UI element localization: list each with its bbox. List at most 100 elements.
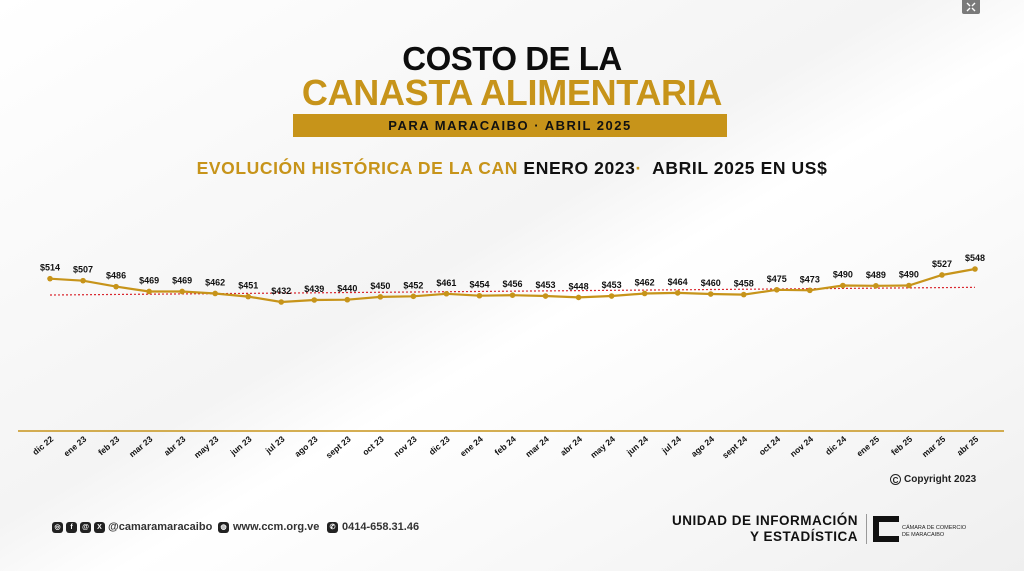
x-tick-label: feb 24 xyxy=(493,434,518,458)
data-label: $507 xyxy=(73,265,93,275)
whatsapp-icon: ✆ xyxy=(327,521,338,533)
logo-mark-icon xyxy=(873,516,899,542)
copyright-text: Copyright 2023 xyxy=(904,474,977,485)
x-tick-label: ago 24 xyxy=(689,434,716,459)
x-tick-label: jul 24 xyxy=(659,434,683,456)
x-tick-label: oct 23 xyxy=(360,434,385,458)
x-tick-label: jul 23 xyxy=(263,434,287,456)
data-label: $473 xyxy=(800,274,820,284)
data-label: $458 xyxy=(734,279,754,289)
data-label: $486 xyxy=(106,271,126,281)
unit-line1: UNIDAD DE INFORMACIÓN xyxy=(672,513,858,528)
data-point xyxy=(542,293,549,299)
data-point xyxy=(113,283,119,290)
x-icon[interactable]: X xyxy=(94,521,105,533)
data-label: $450 xyxy=(370,281,390,291)
page-title-line2: CANASTA ALIMENTARIA xyxy=(301,72,723,113)
data-label: $548 xyxy=(965,253,985,263)
data-point xyxy=(608,293,615,299)
x-tick-label: dic 24 xyxy=(823,434,848,457)
page-title-line1: COSTO DE LA xyxy=(402,40,622,77)
chart-heading: EVOLUCIÓN HISTÓRICA DE LA CAN ENERO 2023… xyxy=(0,158,1024,179)
data-point xyxy=(344,296,351,303)
data-label: $462 xyxy=(635,277,655,287)
data-point xyxy=(245,293,252,300)
x-tick-label: sept 24 xyxy=(720,434,749,461)
org-logo xyxy=(866,514,901,544)
x-tick-label: ene 25 xyxy=(854,434,881,459)
threads-icon[interactable]: @ xyxy=(80,521,91,533)
chart-heading-dark: ENERO 2023 xyxy=(517,158,636,178)
x-tick-label: jun 24 xyxy=(624,434,650,458)
data-point xyxy=(311,297,318,303)
x-tick-label: ene 23 xyxy=(62,434,89,459)
website-text[interactable]: www.ccm.org.ve xyxy=(233,521,320,533)
x-tick-label: may 24 xyxy=(588,434,617,460)
data-point xyxy=(906,282,912,289)
data-label: $475 xyxy=(767,274,787,284)
data-point xyxy=(707,291,714,297)
data-point xyxy=(807,287,813,294)
data-label: $453 xyxy=(602,280,622,290)
x-tick-label: ene 24 xyxy=(458,434,485,459)
x-tick-label: nov 24 xyxy=(788,434,815,459)
phone-text: 0414-658.31.46 xyxy=(342,521,420,533)
data-label: $461 xyxy=(436,278,456,288)
data-label: $514 xyxy=(40,263,60,273)
data-label: $469 xyxy=(172,275,192,285)
data-label: $451 xyxy=(238,281,258,291)
copyright-icon: C xyxy=(890,474,901,485)
data-point xyxy=(840,282,846,289)
phone-contact: ✆ 0414-658.31.46 xyxy=(327,521,419,533)
chart-heading-separator: · xyxy=(635,158,642,178)
data-point xyxy=(80,277,86,284)
data-label: $452 xyxy=(403,280,423,290)
data-point xyxy=(740,291,747,298)
x-tick-label: mar 24 xyxy=(523,434,551,459)
x-tick-label: abr 23 xyxy=(162,434,188,458)
data-point xyxy=(278,299,285,305)
data-point xyxy=(873,282,879,289)
data-label: $527 xyxy=(932,259,952,269)
x-tick-label: feb 25 xyxy=(889,434,914,458)
unit-line2: Y ESTADÍSTICA xyxy=(749,529,858,544)
data-point xyxy=(641,290,648,297)
subtitle-band: PARA MARACAIBO · ABRIL 2025 xyxy=(293,114,727,137)
instagram-icon[interactable]: ◎ xyxy=(52,521,63,533)
x-tick-label: jun 23 xyxy=(227,434,253,458)
chart-heading-gold: EVOLUCIÓN HISTÓRICA DE LA CAN xyxy=(196,158,518,178)
data-label: $432 xyxy=(271,286,291,296)
data-label: $490 xyxy=(833,270,853,280)
data-label: $453 xyxy=(536,280,556,290)
social-handle[interactable]: @camaramaracaibo xyxy=(108,521,213,533)
copyright: C Copyright 2023 xyxy=(890,474,976,485)
x-tick-label: dic 22 xyxy=(30,434,55,457)
data-label: $439 xyxy=(304,284,324,294)
data-label: $456 xyxy=(502,279,522,289)
data-label: $462 xyxy=(205,277,225,287)
data-point xyxy=(377,294,384,300)
facebook-icon[interactable]: f xyxy=(66,521,77,533)
data-point xyxy=(773,286,780,293)
org-line1: CÁMARA DE COMERCIO xyxy=(902,525,967,531)
data-label: $489 xyxy=(866,270,886,280)
x-tick-label: sept 23 xyxy=(324,434,353,461)
data-point xyxy=(146,288,152,295)
org-name: CÁMARA DE COMERCIO DE MARACAIBO xyxy=(902,525,992,539)
data-point xyxy=(212,290,218,297)
web-icon: ◍ xyxy=(218,521,229,533)
x-tick-label: oct 24 xyxy=(757,434,782,458)
data-point xyxy=(476,292,483,299)
expand-icon[interactable] xyxy=(962,0,980,14)
data-label: $464 xyxy=(668,277,688,287)
data-point xyxy=(410,293,417,300)
x-tick-label: nov 23 xyxy=(392,434,419,459)
data-point xyxy=(179,288,185,295)
data-label: $448 xyxy=(569,281,589,291)
data-point xyxy=(674,290,681,296)
x-tick-label: mar 23 xyxy=(127,434,155,459)
data-point xyxy=(939,272,945,278)
line-chart: $514 $507 $486 $469 $469 $462 $451 $432 $439 $440… xyxy=(18,253,1004,461)
data-label: $490 xyxy=(899,270,919,280)
data-label: $454 xyxy=(469,280,489,290)
